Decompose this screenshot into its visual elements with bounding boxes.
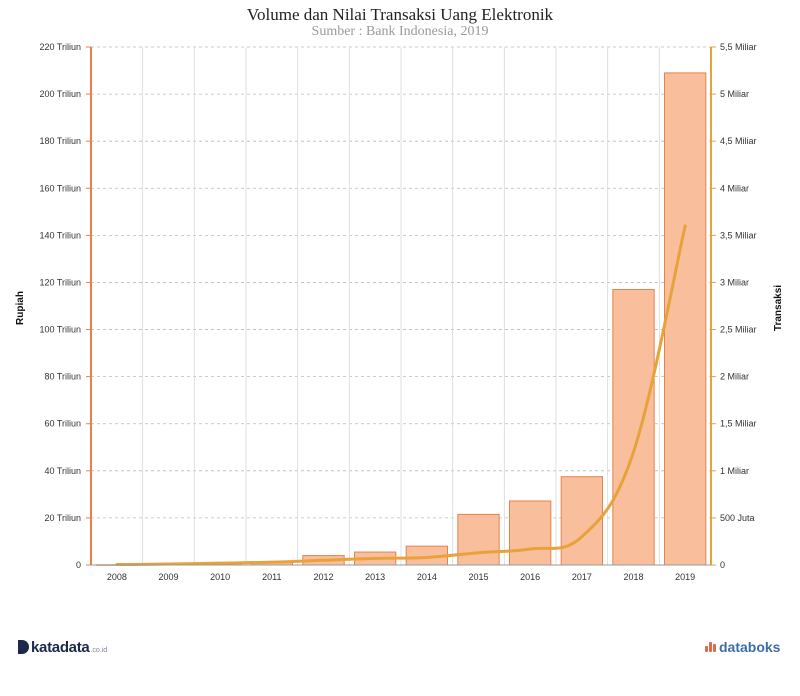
grid-lines	[91, 46, 711, 565]
x-tick-label: 2011	[262, 572, 281, 582]
x-tick-label: 2015	[468, 572, 488, 582]
right-tick-label: 5,5 Miliar	[720, 42, 757, 52]
left-tick-label: 0	[76, 560, 81, 570]
left-tick-label: 60 Triliun	[44, 419, 81, 429]
x-tick-label: 2017	[572, 572, 592, 582]
x-tick-label: 2016	[520, 572, 540, 582]
left-tick-label: 180 Triliun	[39, 136, 81, 146]
right-tick-label: 2,5 Miliar	[720, 325, 757, 335]
left-tick-label: 40 Triliun	[44, 466, 81, 476]
transaction-line	[115, 224, 687, 567]
x-axis-ticks: 2008 2009 2010 2011 2012 2013 2014 2015 2016 2017…	[107, 572, 695, 582]
katadata-name: katadata	[31, 639, 90, 656]
chart-subtitle: Sumber : Bank Indonesia, 2019	[311, 24, 489, 39]
left-tick-label: 100 Triliun	[39, 325, 81, 335]
right-tick-label: 500 Juta	[720, 513, 755, 523]
right-tick-label: 5 Miliar	[720, 89, 749, 99]
katadata-mark-icon	[18, 640, 29, 654]
right-tick-label: 4,5 Miliar	[720, 136, 757, 146]
x-tick-label: 2012	[313, 572, 333, 582]
right-tick-label: 1,5 Miliar	[720, 419, 757, 429]
databoks-name: databoks	[719, 639, 781, 655]
x-tick-label: 2010	[210, 572, 230, 582]
bar-2017	[560, 476, 604, 566]
left-tick-label: 80 Triliun	[44, 372, 81, 382]
x-tick-label: 2019	[675, 572, 695, 582]
bar-2019	[664, 72, 707, 566]
bar-series	[95, 72, 707, 566]
left-tick-label: 200 Triliun	[39, 89, 81, 99]
line-series	[115, 224, 687, 567]
right-tick-label: 0	[720, 560, 725, 570]
right-tick-label: 2 Miliar	[720, 372, 749, 382]
left-tick-label: 120 Triliun	[39, 277, 81, 287]
databoks-logo: databoks	[705, 639, 780, 655]
x-tick-label: 2013	[365, 572, 385, 582]
x-tick-label: 2014	[417, 572, 437, 582]
right-axis-ticks: 0 500 Juta 1 Miliar 1,5 Miliar 2 Miliar 2,5 M…	[711, 42, 757, 570]
bar-2018	[612, 289, 655, 566]
left-tick-label: 220 Triliun	[39, 42, 81, 52]
left-tick-label: 140 Triliun	[39, 230, 81, 240]
right-tick-label: 3,5 Miliar	[720, 230, 757, 240]
chart-title: Volume dan Nilai Transaksi Uang Elektron…	[246, 5, 554, 24]
right-tick-label: 3 Miliar	[720, 277, 749, 287]
right-tick-label: 1 Miliar	[720, 466, 749, 476]
x-tick-label: 2008	[107, 572, 127, 582]
right-axis-title: Transaksi	[773, 285, 784, 331]
left-axis-ticks: 0 20 Triliun 40 Triliun 60 Triliun 80 Triliu…	[39, 42, 91, 570]
axes	[90, 47, 712, 566]
katadata-logo: katadata .co.id	[18, 638, 107, 656]
left-axis-title: Rupiah	[15, 291, 26, 325]
katadata-tld: .co.id	[90, 647, 108, 654]
left-tick-label: 20 Triliun	[44, 513, 81, 523]
x-tick-label: 2018	[623, 572, 643, 582]
databoks-mark-icon	[705, 642, 716, 652]
x-tick-label: 2009	[158, 572, 178, 582]
bar-2015	[457, 513, 500, 566]
right-tick-label: 4 Miliar	[720, 183, 749, 193]
bar-2016	[509, 500, 552, 566]
left-tick-label: 160 Triliun	[39, 183, 81, 193]
